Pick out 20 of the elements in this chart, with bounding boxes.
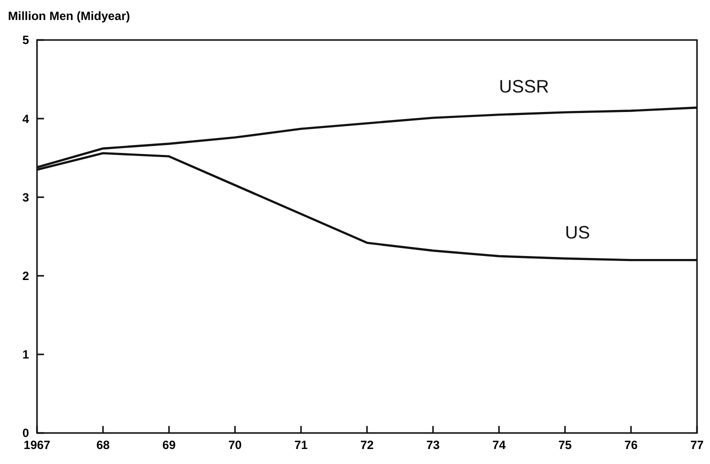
x-tick-label: 74 bbox=[492, 438, 506, 452]
y-axis-title: Million Men (Midyear) bbox=[8, 9, 130, 23]
x-tick-label: 73 bbox=[426, 438, 440, 452]
x-tick-label: 72 bbox=[360, 438, 374, 452]
y-tick-label: 2 bbox=[22, 269, 30, 283]
y-tick-label: 1 bbox=[22, 348, 30, 362]
x-tick-label: 1967 bbox=[24, 438, 51, 452]
y-tick-label: 0 bbox=[22, 426, 30, 440]
x-tick-label: 70 bbox=[228, 438, 242, 452]
series-label: USSR bbox=[499, 76, 550, 97]
series-label: US bbox=[565, 222, 590, 243]
x-tick-label: 77 bbox=[690, 438, 704, 452]
x-tick-label: 71 bbox=[294, 438, 308, 452]
y-tick-label: 3 bbox=[22, 190, 30, 204]
x-tick-label: 76 bbox=[624, 438, 638, 452]
x-tick-label: 75 bbox=[558, 438, 572, 452]
y-tick-label: 4 bbox=[22, 112, 30, 126]
x-tick-label: 68 bbox=[96, 438, 110, 452]
x-tick-label: 69 bbox=[162, 438, 176, 452]
y-tick-label: 5 bbox=[22, 33, 30, 48]
